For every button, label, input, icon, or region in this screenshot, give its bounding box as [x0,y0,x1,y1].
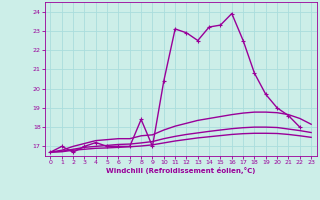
X-axis label: Windchill (Refroidissement éolien,°C): Windchill (Refroidissement éolien,°C) [106,167,255,174]
